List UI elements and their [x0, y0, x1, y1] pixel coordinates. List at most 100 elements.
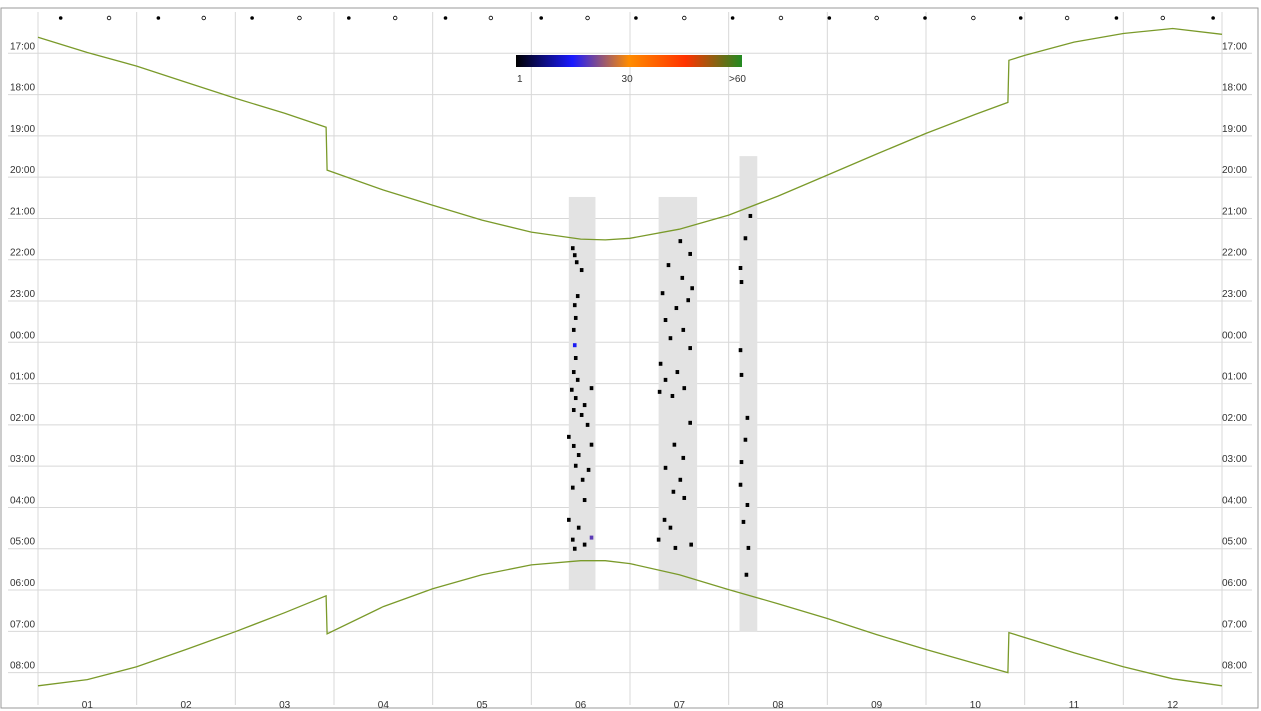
- detection: [575, 294, 580, 299]
- x-tick-label: 02: [180, 700, 192, 711]
- detection: [658, 361, 663, 366]
- y-tick-label: 23:00: [10, 289, 35, 300]
- moon-phase: [923, 16, 927, 20]
- y-tick-label: 22:00: [10, 248, 35, 259]
- detection: [570, 537, 575, 542]
- detection: [678, 239, 683, 244]
- detection: [681, 455, 686, 460]
- detection: [571, 408, 576, 413]
- y-tick-label: 00:00: [10, 330, 35, 341]
- detection: [668, 336, 673, 341]
- detection: [570, 485, 575, 490]
- detection: [678, 477, 683, 482]
- detection: [748, 213, 753, 218]
- detection: [572, 303, 577, 308]
- y-tick-label: 05:00: [1222, 537, 1247, 548]
- detection: [575, 377, 580, 382]
- x-tick-label: 09: [871, 700, 883, 711]
- y-tick-label: 02:00: [1222, 413, 1247, 424]
- moon-phase: [539, 16, 543, 20]
- color-scale: [516, 55, 742, 67]
- x-tick-label: 06: [575, 700, 587, 711]
- y-tick-label: 07:00: [1222, 619, 1247, 630]
- detection: [741, 519, 746, 524]
- y-tick-label: 06:00: [1222, 578, 1247, 589]
- x-tick-label: 01: [82, 700, 94, 711]
- y-tick-label: 04:00: [1222, 495, 1247, 506]
- detection: [579, 268, 584, 273]
- detection: [585, 422, 590, 427]
- y-tick-label: 03:00: [1222, 454, 1247, 465]
- detection: [680, 275, 685, 280]
- detection: [579, 412, 584, 417]
- detection: [739, 280, 744, 285]
- detection: [675, 370, 680, 375]
- detection: [744, 572, 749, 577]
- observation-band: [568, 196, 596, 590]
- y-tick-label: 04:00: [10, 495, 35, 506]
- detection: [589, 535, 594, 540]
- detection: [670, 393, 675, 398]
- detection: [571, 443, 576, 448]
- detection: [660, 291, 665, 296]
- detection: [570, 246, 575, 251]
- y-tick-label: 20:00: [1222, 165, 1247, 176]
- moon-phase: [156, 16, 161, 20]
- detection: [682, 495, 687, 500]
- y-tick-label: 23:00: [1222, 289, 1247, 300]
- y-tick-label: 01:00: [1222, 372, 1247, 383]
- detection: [686, 298, 691, 303]
- detection: [576, 525, 581, 530]
- detection: [589, 386, 594, 391]
- detection: [586, 467, 591, 472]
- detection: [580, 477, 585, 482]
- moon-phase: [488, 15, 494, 21]
- detection: [589, 442, 594, 447]
- y-tick-label: 19:00: [10, 124, 35, 135]
- y-tick-label: 19:00: [1222, 124, 1247, 135]
- detection: [682, 386, 687, 391]
- detection: [567, 517, 571, 522]
- moon-phase: [874, 15, 879, 21]
- detection: [739, 460, 744, 465]
- detection: [572, 546, 577, 551]
- detection: [674, 306, 679, 311]
- moon-phase: [1160, 15, 1165, 21]
- detection: [573, 396, 578, 401]
- observation-band: [658, 196, 698, 590]
- detection: [574, 260, 579, 265]
- y-tick-label: 18:00: [1222, 83, 1247, 94]
- observation-band: [739, 156, 758, 632]
- detection: [688, 251, 692, 256]
- color-scale-label: >60: [729, 74, 746, 85]
- moon-phase: [58, 16, 63, 20]
- detection: [690, 286, 694, 291]
- detection: [671, 489, 676, 494]
- moon-phase: [1114, 16, 1119, 20]
- x-tick-label: 10: [970, 700, 982, 711]
- detection: [582, 403, 587, 408]
- detection: [738, 265, 743, 270]
- detection: [681, 327, 686, 332]
- detection: [746, 545, 751, 550]
- detection: [663, 318, 668, 323]
- y-tick-label: 21:00: [10, 206, 35, 217]
- detection: [739, 372, 744, 377]
- detection: [573, 463, 578, 468]
- detection: [738, 348, 743, 353]
- detection: [668, 525, 673, 530]
- detection: [673, 545, 678, 550]
- x-tick-label: 03: [279, 700, 291, 711]
- detection: [571, 370, 576, 375]
- y-tick-label: 20:00: [10, 165, 35, 176]
- x-tick-label: 12: [1167, 700, 1179, 711]
- detection: [656, 537, 661, 542]
- y-tick-label: 00:00: [1222, 330, 1247, 341]
- detection: [689, 542, 693, 547]
- y-tick-label: 07:00: [10, 619, 35, 630]
- detection: [663, 465, 668, 470]
- detection: [576, 453, 581, 458]
- moon-phase: [682, 15, 687, 21]
- moon-phase: [347, 16, 351, 20]
